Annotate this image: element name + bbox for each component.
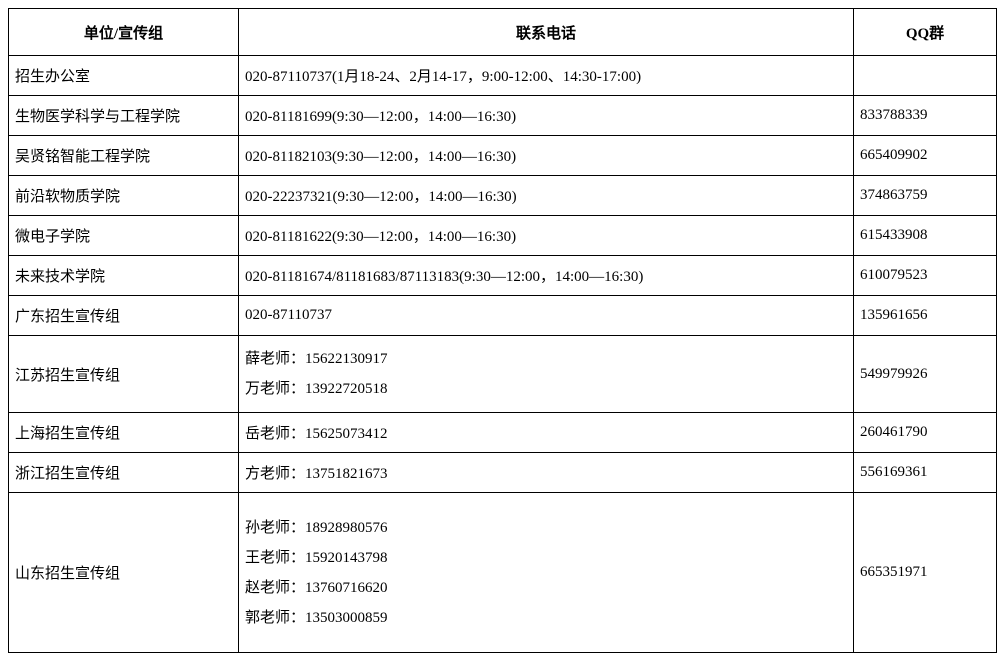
phone-line: 孙老师：18928980576: [245, 513, 853, 543]
table-row: 未来技术学院 020-81181674/81181683/87113183(9:…: [9, 256, 997, 296]
table-row: 江苏招生宣传组 薛老师：15622130917 万老师：13922720518 …: [9, 336, 997, 413]
table-row: 浙江招生宣传组 方老师：13751821673 556169361: [9, 453, 997, 493]
table-row: 山东招生宣传组 孙老师：18928980576 王老师：15920143798 …: [9, 493, 997, 653]
cell-qq: 556169361: [854, 453, 997, 493]
cell-qq: 615433908: [854, 216, 997, 256]
cell-phone: 孙老师：18928980576 王老师：15920143798 赵老师：1376…: [239, 493, 854, 653]
cell-qq: 610079523: [854, 256, 997, 296]
cell-unit: 微电子学院: [9, 216, 239, 256]
cell-unit: 江苏招生宣传组: [9, 336, 239, 413]
contact-table: 单位/宣传组 联系电话 QQ群 招生办公室 020-87110737(1月18-…: [8, 8, 997, 653]
cell-qq: 135961656: [854, 296, 997, 336]
table-row: 前沿软物质学院 020-22237321(9:30—12:00，14:00—16…: [9, 176, 997, 216]
cell-phone: 020-87110737(1月18-24、2月14-17，9:00-12:00、…: [239, 56, 854, 96]
table-row: 微电子学院 020-81181622(9:30—12:00，14:00—16:3…: [9, 216, 997, 256]
cell-unit: 广东招生宣传组: [9, 296, 239, 336]
phone-line: 赵老师：13760716620: [245, 573, 853, 603]
table-row: 广东招生宣传组 020-87110737 135961656: [9, 296, 997, 336]
phone-line: 王老师：15920143798: [245, 543, 853, 573]
table-row: 招生办公室 020-87110737(1月18-24、2月14-17，9:00-…: [9, 56, 997, 96]
cell-qq: [854, 56, 997, 96]
cell-unit: 山东招生宣传组: [9, 493, 239, 653]
table-header-row: 单位/宣传组 联系电话 QQ群: [9, 9, 997, 56]
cell-unit: 浙江招生宣传组: [9, 453, 239, 493]
header-unit: 单位/宣传组: [9, 9, 239, 56]
cell-phone: 岳老师：15625073412: [239, 413, 854, 453]
phone-line: 薛老师：15622130917: [245, 344, 853, 374]
cell-unit: 生物医学科学与工程学院: [9, 96, 239, 136]
table-row: 生物医学科学与工程学院 020-81181699(9:30—12:00，14:0…: [9, 96, 997, 136]
cell-phone: 薛老师：15622130917 万老师：13922720518: [239, 336, 854, 413]
cell-qq: 833788339: [854, 96, 997, 136]
table-body: 招生办公室 020-87110737(1月18-24、2月14-17，9:00-…: [9, 56, 997, 653]
cell-phone: 方老师：13751821673: [239, 453, 854, 493]
header-phone: 联系电话: [239, 9, 854, 56]
cell-phone: 020-81182103(9:30—12:00，14:00—16:30): [239, 136, 854, 176]
table-row: 吴贤铭智能工程学院 020-81182103(9:30—12:00，14:00—…: [9, 136, 997, 176]
header-qq: QQ群: [854, 9, 997, 56]
cell-phone: 020-22237321(9:30—12:00，14:00—16:30): [239, 176, 854, 216]
cell-phone: 020-81181622(9:30—12:00，14:00—16:30): [239, 216, 854, 256]
cell-phone: 020-81181699(9:30—12:00，14:00—16:30): [239, 96, 854, 136]
cell-qq: 665351971: [854, 493, 997, 653]
table-row: 上海招生宣传组 岳老师：15625073412 260461790: [9, 413, 997, 453]
cell-phone: 020-87110737: [239, 296, 854, 336]
cell-qq: 549979926: [854, 336, 997, 413]
cell-qq: 665409902: [854, 136, 997, 176]
cell-qq: 260461790: [854, 413, 997, 453]
cell-unit: 前沿软物质学院: [9, 176, 239, 216]
cell-unit: 吴贤铭智能工程学院: [9, 136, 239, 176]
cell-phone: 020-81181674/81181683/87113183(9:30—12:0…: [239, 256, 854, 296]
cell-unit: 上海招生宣传组: [9, 413, 239, 453]
cell-unit: 未来技术学院: [9, 256, 239, 296]
cell-qq: 374863759: [854, 176, 997, 216]
cell-unit: 招生办公室: [9, 56, 239, 96]
phone-line: 万老师：13922720518: [245, 374, 853, 404]
phone-line: 郭老师：13503000859: [245, 603, 853, 633]
